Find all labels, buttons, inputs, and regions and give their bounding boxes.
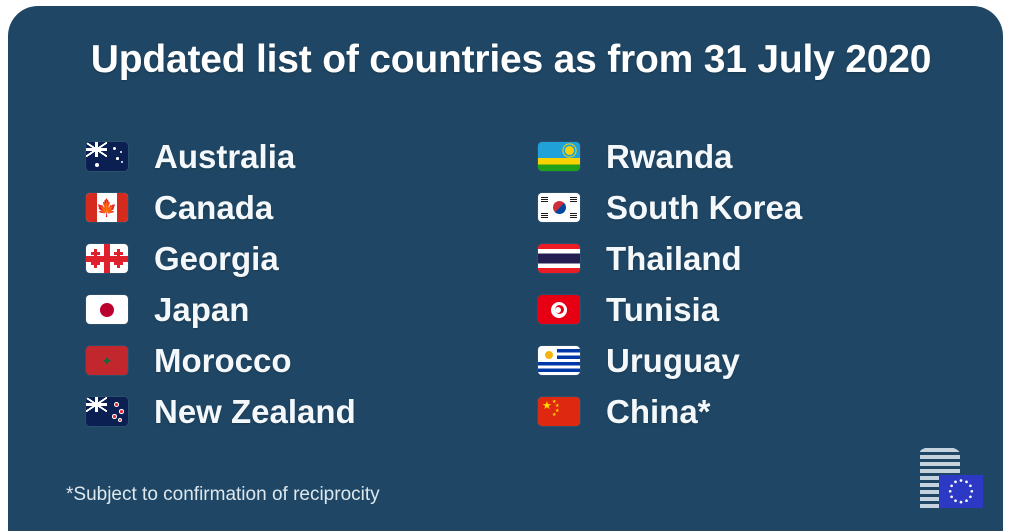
- flag-georgia-icon: [86, 244, 128, 273]
- list-item[interactable]: ★ ★ ★ ★ ★ China*: [538, 386, 968, 437]
- country-column-right: Rwanda South Korea Thailand: [538, 131, 968, 437]
- flag-australia-icon: [86, 142, 128, 171]
- council-of-the-european-union-logo: [920, 446, 983, 508]
- country-name: Japan: [154, 290, 250, 328]
- list-item[interactable]: 🍁 Canada: [86, 182, 516, 233]
- country-columns: Australia 🍁 Canada Georgia: [8, 131, 1003, 437]
- flag-thailand-icon: [538, 244, 580, 273]
- flag-uruguay-icon: [538, 346, 580, 375]
- country-name: Morocco: [154, 341, 292, 379]
- info-card: Updated list of countries as from 31 Jul…: [8, 6, 1003, 531]
- country-name: Georgia: [154, 239, 279, 277]
- list-item[interactable]: Japan: [86, 284, 516, 335]
- flag-china-icon: ★ ★ ★ ★ ★: [538, 397, 580, 426]
- flag-japan-icon: [86, 295, 128, 324]
- list-item[interactable]: Tunisia: [538, 284, 968, 335]
- flag-rwanda-icon: [538, 142, 580, 171]
- country-name: South Korea: [606, 188, 803, 226]
- flag-south-korea-icon: [538, 193, 580, 222]
- country-name: Thailand: [606, 239, 742, 277]
- country-name: Uruguay: [606, 341, 740, 379]
- list-item[interactable]: New Zealand: [86, 386, 516, 437]
- country-column-left: Australia 🍁 Canada Georgia: [86, 131, 516, 437]
- list-item[interactable]: Thailand: [538, 233, 968, 284]
- flag-tunisia-icon: [538, 295, 580, 324]
- list-item[interactable]: Rwanda: [538, 131, 968, 182]
- list-item[interactable]: Australia: [86, 131, 516, 182]
- list-item[interactable]: Uruguay: [538, 335, 968, 386]
- flag-new-zealand-icon: [86, 397, 128, 426]
- list-item[interactable]: South Korea: [538, 182, 968, 233]
- list-item[interactable]: ✦ Morocco: [86, 335, 516, 386]
- country-name: New Zealand: [154, 392, 356, 430]
- country-name: China*: [606, 392, 711, 430]
- country-name: Canada: [154, 188, 274, 226]
- flag-morocco-icon: ✦: [86, 346, 128, 375]
- flag-canada-icon: 🍁: [86, 193, 128, 222]
- country-name: Rwanda: [606, 137, 733, 175]
- country-name: Australia: [154, 137, 296, 175]
- page-title: Updated list of countries as from 31 Jul…: [90, 38, 932, 81]
- list-item[interactable]: Georgia: [86, 233, 516, 284]
- country-name: Tunisia: [606, 290, 720, 328]
- footnote-text: *Subject to confirmation of reciprocity: [66, 484, 380, 505]
